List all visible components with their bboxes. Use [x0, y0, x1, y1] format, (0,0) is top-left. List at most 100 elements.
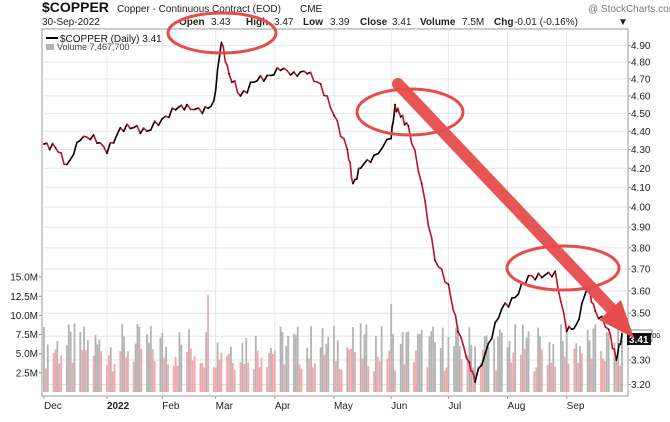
volume-bar: [243, 364, 245, 392]
symbol-title: $COPPER: [42, 0, 109, 15]
volume-bar: [154, 361, 156, 392]
volume-bar: [419, 334, 421, 392]
volume-bar: [341, 370, 343, 392]
volume-bar: [533, 371, 535, 392]
volume-bar: [434, 342, 436, 392]
volume-bar: [98, 339, 100, 392]
volume-bar: [421, 330, 423, 392]
price-point: [352, 183, 354, 185]
volume-legend-swatch: [46, 44, 54, 50]
volume-bar: [232, 363, 234, 392]
volume-tick-label: 2.5M: [16, 368, 38, 379]
volume-bar: [461, 359, 463, 392]
price-point: [360, 167, 362, 169]
volume-bar: [581, 353, 583, 392]
volume-tick-label: 15.0M: [10, 273, 38, 284]
volume-bar: [333, 326, 335, 392]
price-point: [621, 333, 623, 335]
price-point: [448, 283, 450, 285]
y-tick-label: 3.50: [631, 309, 651, 320]
volume-bar: [604, 361, 606, 392]
volume-bar: [119, 351, 121, 392]
price-point: [133, 127, 135, 129]
volume-bar: [591, 358, 593, 392]
volume-bar: [43, 327, 45, 392]
volume-bar: [568, 364, 570, 392]
price-point: [615, 359, 617, 361]
volume-bar: [547, 365, 549, 392]
y-tick-label: 3.30: [631, 356, 651, 367]
volume-bar: [364, 335, 366, 392]
volume-bar: [390, 304, 392, 392]
exchange-label: CME: [300, 4, 323, 15]
price-point: [469, 362, 471, 364]
volume-bar: [427, 367, 429, 392]
volume-bar: [207, 295, 209, 392]
volume-bar: [55, 349, 57, 392]
volume-bar: [135, 344, 137, 392]
volume-bar: [312, 368, 314, 392]
volume-bar: [66, 345, 68, 392]
volume-bar: [213, 367, 215, 392]
price-point: [221, 42, 223, 44]
price-point: [394, 104, 396, 106]
volume-bar: [592, 329, 594, 392]
volume-bar: [79, 332, 81, 392]
price-point: [266, 75, 268, 77]
volume-bar: [528, 331, 530, 392]
volume-bar: [619, 366, 621, 392]
volume-bar: [539, 336, 541, 392]
volume-bar: [272, 354, 274, 392]
price-point: [408, 125, 410, 127]
volume-bar: [146, 334, 148, 392]
volume-bar: [175, 357, 177, 392]
volume-bar: [299, 364, 301, 392]
volume-bar: [520, 355, 522, 392]
volume-bar: [482, 349, 484, 392]
x-tick-label: 2022: [107, 401, 130, 412]
volume-tick-label: 12.5M: [10, 292, 38, 303]
open-value: 3.43: [211, 17, 231, 28]
volume-bar: [404, 364, 406, 392]
price-point: [146, 130, 148, 132]
volume-bar: [68, 324, 70, 392]
low-label: Low: [303, 17, 323, 28]
volume-bar: [535, 367, 537, 392]
price-point: [514, 297, 516, 299]
y-tick-label: 4.60: [631, 91, 651, 102]
y-tick-label: 3.90: [631, 223, 651, 234]
volume-bar: [241, 343, 243, 392]
volume-bar: [377, 357, 379, 392]
volume-bar: [560, 324, 562, 392]
price-point: [528, 275, 530, 277]
y-tick-label: 3.20: [631, 380, 651, 391]
volume-bar: [125, 358, 127, 392]
volume-bar: [308, 359, 310, 392]
volume-bar: [100, 351, 102, 392]
volume-bar: [53, 353, 55, 392]
volume-bar: [448, 337, 450, 392]
volume-bar: [320, 347, 322, 392]
x-tick-label: Jun: [391, 401, 407, 412]
volume-tick-label: 5.0M: [16, 349, 38, 360]
volume-bar: [406, 332, 408, 392]
x-tick-label: May: [334, 401, 353, 412]
price-point: [333, 114, 335, 116]
volume-bar: [140, 349, 142, 392]
volume-bar: [413, 362, 415, 392]
price-point: [228, 73, 230, 75]
volume-bar: [388, 350, 390, 392]
volume-bar: [484, 336, 486, 392]
volume-bar: [261, 358, 263, 392]
volume-bar: [453, 346, 455, 392]
volume-bar: [81, 350, 83, 392]
price-point: [293, 71, 295, 73]
volume-bar: [83, 327, 85, 392]
volume-bar: [594, 324, 596, 392]
volume-bar: [127, 351, 129, 392]
volume-bar: [394, 370, 396, 392]
volume-bar: [270, 348, 272, 392]
price-point: [175, 109, 177, 111]
volume-bar: [255, 336, 257, 392]
volume-bar: [488, 347, 490, 392]
